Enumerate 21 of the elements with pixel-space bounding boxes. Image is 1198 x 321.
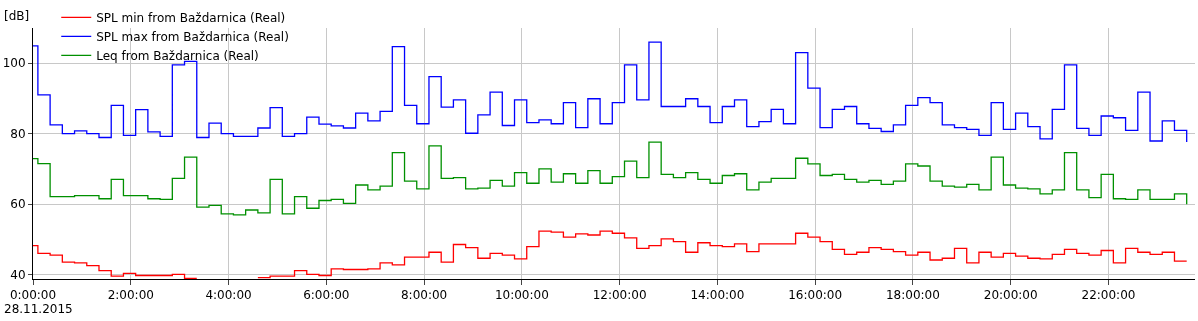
- x-tick-label: 18:00:00: [885, 288, 940, 303]
- x-tick-label: 16:00:00: [788, 288, 843, 303]
- text: 28.11.2015: [4, 302, 73, 316]
- legend-label: SPL min from Baždarnica (Real): [96, 11, 286, 26]
- y-tick-label: 60: [10, 197, 26, 212]
- y-tick-label: 80: [10, 126, 26, 141]
- x-tick-label: 4:00:00: [205, 288, 252, 303]
- x-tick-label: 0:00:00: [9, 288, 57, 303]
- x-tick-label: 8:00:00: [400, 288, 448, 303]
- x-tick-label: 22:00:00: [1081, 288, 1136, 303]
- legend-label: Leq from Baždarnica (Real): [96, 49, 259, 64]
- x-tick-label: 20:00:00: [983, 288, 1038, 303]
- y-tick-label: 100: [2, 56, 26, 71]
- x-tick-label: 12:00:00: [592, 288, 647, 303]
- x-tick-label: 10:00:00: [494, 288, 549, 303]
- x-tick-label: 2:00:00: [107, 288, 154, 303]
- y-axis-title: [dB]: [4, 9, 30, 23]
- legend-label: SPL max from Baždarnica (Real): [96, 30, 289, 45]
- y-tick-label: 40: [10, 267, 26, 282]
- x-tick-label: 6:00:00: [303, 288, 350, 303]
- x-tick-label: 14:00:00: [690, 288, 745, 303]
